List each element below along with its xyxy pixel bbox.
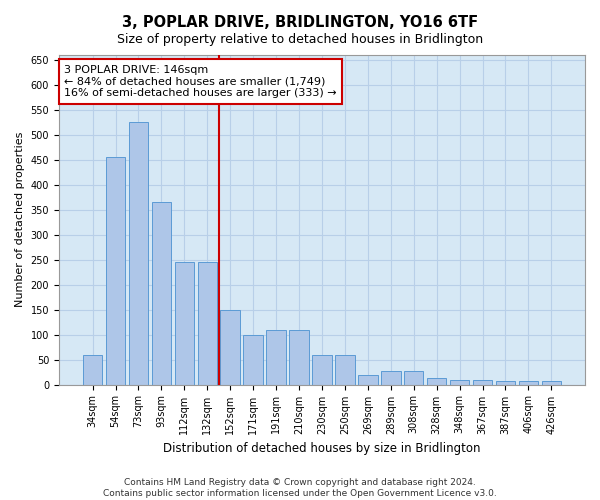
Bar [473, 380, 492, 384]
Bar [542, 380, 561, 384]
Bar [175, 262, 194, 384]
Bar [83, 354, 103, 384]
Text: 3 POPLAR DRIVE: 146sqm
← 84% of detached houses are smaller (1,749)
16% of semi-: 3 POPLAR DRIVE: 146sqm ← 84% of detached… [64, 65, 337, 98]
Bar [335, 354, 355, 384]
Bar [152, 202, 171, 384]
Bar [358, 374, 377, 384]
Bar [518, 380, 538, 384]
Bar [128, 122, 148, 384]
Bar [106, 158, 125, 384]
Text: 3, POPLAR DRIVE, BRIDLINGTON, YO16 6TF: 3, POPLAR DRIVE, BRIDLINGTON, YO16 6TF [122, 15, 478, 30]
Bar [381, 370, 401, 384]
Bar [197, 262, 217, 384]
Bar [244, 334, 263, 384]
Y-axis label: Number of detached properties: Number of detached properties [15, 132, 25, 308]
Bar [289, 330, 309, 384]
Text: Size of property relative to detached houses in Bridlington: Size of property relative to detached ho… [117, 32, 483, 46]
Text: Contains HM Land Registry data © Crown copyright and database right 2024.
Contai: Contains HM Land Registry data © Crown c… [103, 478, 497, 498]
Bar [496, 380, 515, 384]
Bar [220, 310, 240, 384]
X-axis label: Distribution of detached houses by size in Bridlington: Distribution of detached houses by size … [163, 442, 481, 455]
Bar [266, 330, 286, 384]
Bar [427, 378, 446, 384]
Bar [312, 354, 332, 384]
Bar [404, 370, 424, 384]
Bar [450, 380, 469, 384]
